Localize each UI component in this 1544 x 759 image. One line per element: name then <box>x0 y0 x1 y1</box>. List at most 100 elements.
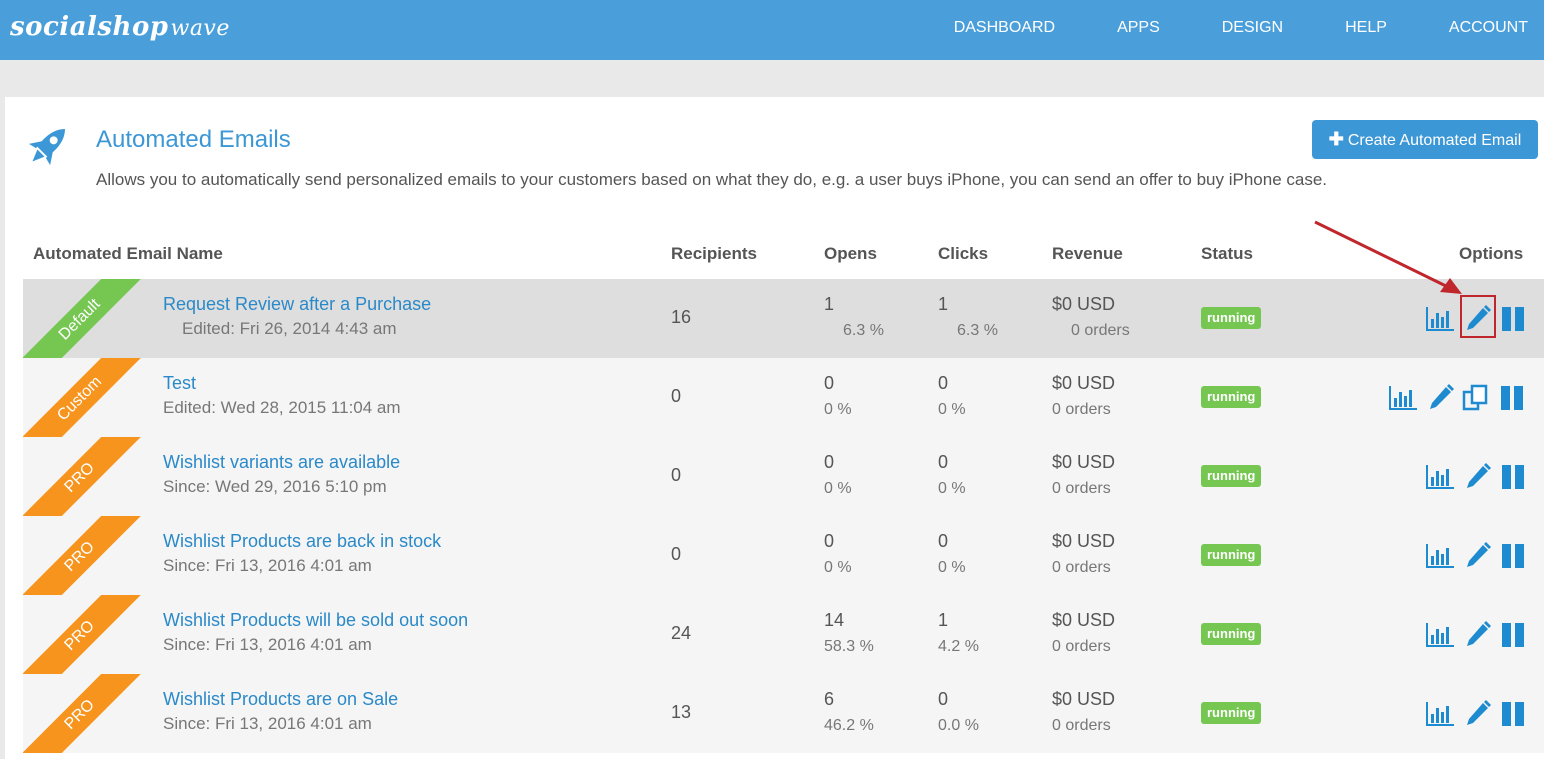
table-row: Custom Test Edited: Wed 28, 2015 11:04 a… <box>23 358 1544 437</box>
clicks-percent: 4.2 % <box>938 638 979 655</box>
edit-icon[interactable] <box>1462 699 1494 729</box>
revenue-value: $0 USD <box>1052 373 1116 393</box>
status-badge: running <box>1201 307 1262 329</box>
header-opens[interactable]: Opens <box>824 244 877 263</box>
email-meta: Since: Fri 13, 2016 4:01 am <box>163 714 372 733</box>
opens-value: 6 <box>824 689 835 709</box>
status-badge: running <box>1201 623 1262 645</box>
clicks-value: 1 <box>938 610 949 630</box>
opens-percent: 0 % <box>824 480 852 497</box>
recipients-value: 0 <box>671 544 682 564</box>
ribbon-badge: Custom <box>23 358 158 437</box>
revenue-value: $0 USD <box>1052 294 1116 314</box>
recipients-value: 13 <box>671 702 692 722</box>
table-row: PRO Wishlist Products are on Sale Since:… <box>23 674 1544 753</box>
orders-value: 0 orders <box>1052 480 1111 497</box>
opens-percent: 0 % <box>824 559 852 576</box>
clicks-value: 0 <box>938 531 949 551</box>
nav-account[interactable]: ACCOUNT <box>1448 19 1528 36</box>
recipients-value: 16 <box>671 307 692 327</box>
recipients-value: 0 <box>671 465 682 485</box>
email-meta: Edited: Wed 28, 2015 11:04 am <box>163 398 401 417</box>
pause-icon[interactable] <box>1498 620 1530 650</box>
pause-icon[interactable] <box>1498 699 1530 729</box>
edit-icon-highlight <box>1460 295 1496 338</box>
revenue-value: $0 USD <box>1052 531 1116 551</box>
pause-icon[interactable] <box>1498 304 1530 334</box>
top-bar: socialshopwave DASHBOARD APPS DESIGN HEL… <box>0 0 1544 60</box>
status-badge: running <box>1201 702 1262 724</box>
clicks-value: 1 <box>938 294 949 314</box>
edit-icon[interactable] <box>1462 462 1494 492</box>
pause-icon[interactable] <box>1498 541 1530 571</box>
clicks-percent: 0 % <box>938 401 966 418</box>
orders-value: 0 orders <box>1071 322 1130 339</box>
email-meta: Since: Fri 13, 2016 4:01 am <box>163 635 372 654</box>
chart-icon[interactable] <box>1424 699 1456 729</box>
logo[interactable]: socialshopwave <box>10 12 230 42</box>
opens-value: 1 <box>824 294 835 314</box>
nav-design[interactable]: DESIGN <box>1221 19 1284 36</box>
page-subtitle: Allows you to automatically send persona… <box>96 170 1328 189</box>
opens-value: 0 <box>824 373 835 393</box>
opens-value: 0 <box>824 531 835 551</box>
revenue-value: $0 USD <box>1052 610 1116 630</box>
nav-dashboard[interactable]: DASHBOARD <box>953 19 1056 36</box>
opens-value: 0 <box>824 452 835 472</box>
logo-accent: wave <box>170 16 230 41</box>
table-row: PRO Wishlist Products are back in stock … <box>23 516 1544 595</box>
edit-icon[interactable] <box>1462 620 1494 650</box>
logo-main: socialshop <box>10 12 169 42</box>
ribbon-badge: PRO <box>23 674 158 753</box>
clicks-percent: 6.3 % <box>957 322 998 339</box>
ribbon-badge: PRO <box>23 595 158 674</box>
table-row: PRO Wishlist Products will be sold out s… <box>23 595 1544 674</box>
chart-icon[interactable] <box>1387 383 1419 413</box>
header-status[interactable]: Status <box>1201 244 1253 263</box>
orders-value: 0 orders <box>1052 401 1111 418</box>
opens-percent: 6.3 % <box>843 322 884 339</box>
main-nav: DASHBOARD APPS DESIGN HELP ACCOUNT <box>923 0 1544 60</box>
chart-icon[interactable] <box>1424 620 1456 650</box>
orders-value: 0 orders <box>1052 559 1111 576</box>
email-meta: Since: Wed 29, 2016 5:10 pm <box>163 477 387 496</box>
chart-icon[interactable] <box>1424 462 1456 492</box>
table-row: Default Request Review after a Purchase … <box>23 279 1544 358</box>
edit-icon[interactable] <box>1462 541 1494 571</box>
email-meta: Edited: Fri 26, 2014 4:43 am <box>182 319 397 338</box>
recipients-value: 0 <box>671 386 682 406</box>
create-automated-email-button[interactable]: ✚ Create Automated Email <box>1312 120 1538 159</box>
header-clicks[interactable]: Clicks <box>938 244 989 263</box>
header-revenue[interactable]: Revenue <box>1052 244 1123 263</box>
edit-icon[interactable] <box>1425 383 1457 413</box>
chart-icon[interactable] <box>1424 541 1456 571</box>
status-badge: running <box>1201 386 1262 408</box>
ribbon-badge: PRO <box>23 516 158 595</box>
copy-icon[interactable] <box>1461 383 1493 413</box>
email-name-link[interactable]: Wishlist Products are on Sale <box>163 689 399 709</box>
email-name-link[interactable]: Wishlist Products are back in stock <box>163 531 442 551</box>
plus-icon: ✚ <box>1328 129 1344 149</box>
pause-icon[interactable] <box>1497 383 1529 413</box>
recipients-value: 24 <box>671 623 692 643</box>
email-meta: Since: Fri 13, 2016 4:01 am <box>163 556 372 575</box>
email-name-link[interactable]: Test <box>163 373 197 393</box>
clicks-value: 0 <box>938 452 949 472</box>
header-options: Options <box>1459 244 1524 263</box>
header-name[interactable]: Automated Email Name <box>33 244 223 263</box>
opens-percent: 0 % <box>824 401 852 418</box>
clicks-percent: 0 % <box>938 559 966 576</box>
nav-help[interactable]: HELP <box>1345 19 1387 36</box>
header-recipients[interactable]: Recipients <box>671 244 757 263</box>
nav-apps[interactable]: APPS <box>1117 19 1160 36</box>
email-name-link[interactable]: Wishlist variants are available <box>163 452 401 472</box>
ribbon-badge: PRO <box>23 437 158 516</box>
rocket-icon <box>22 120 74 172</box>
email-name-link[interactable]: Request Review after a Purchase <box>163 294 432 314</box>
table-row: PRO Wishlist variants are available Sinc… <box>23 437 1544 516</box>
revenue-value: $0 USD <box>1052 452 1116 472</box>
pause-icon[interactable] <box>1498 462 1530 492</box>
email-name-link[interactable]: Wishlist Products will be sold out soon <box>163 610 469 630</box>
create-button-label: Create Automated Email <box>1347 132 1522 149</box>
clicks-percent: 0.0 % <box>938 717 979 734</box>
